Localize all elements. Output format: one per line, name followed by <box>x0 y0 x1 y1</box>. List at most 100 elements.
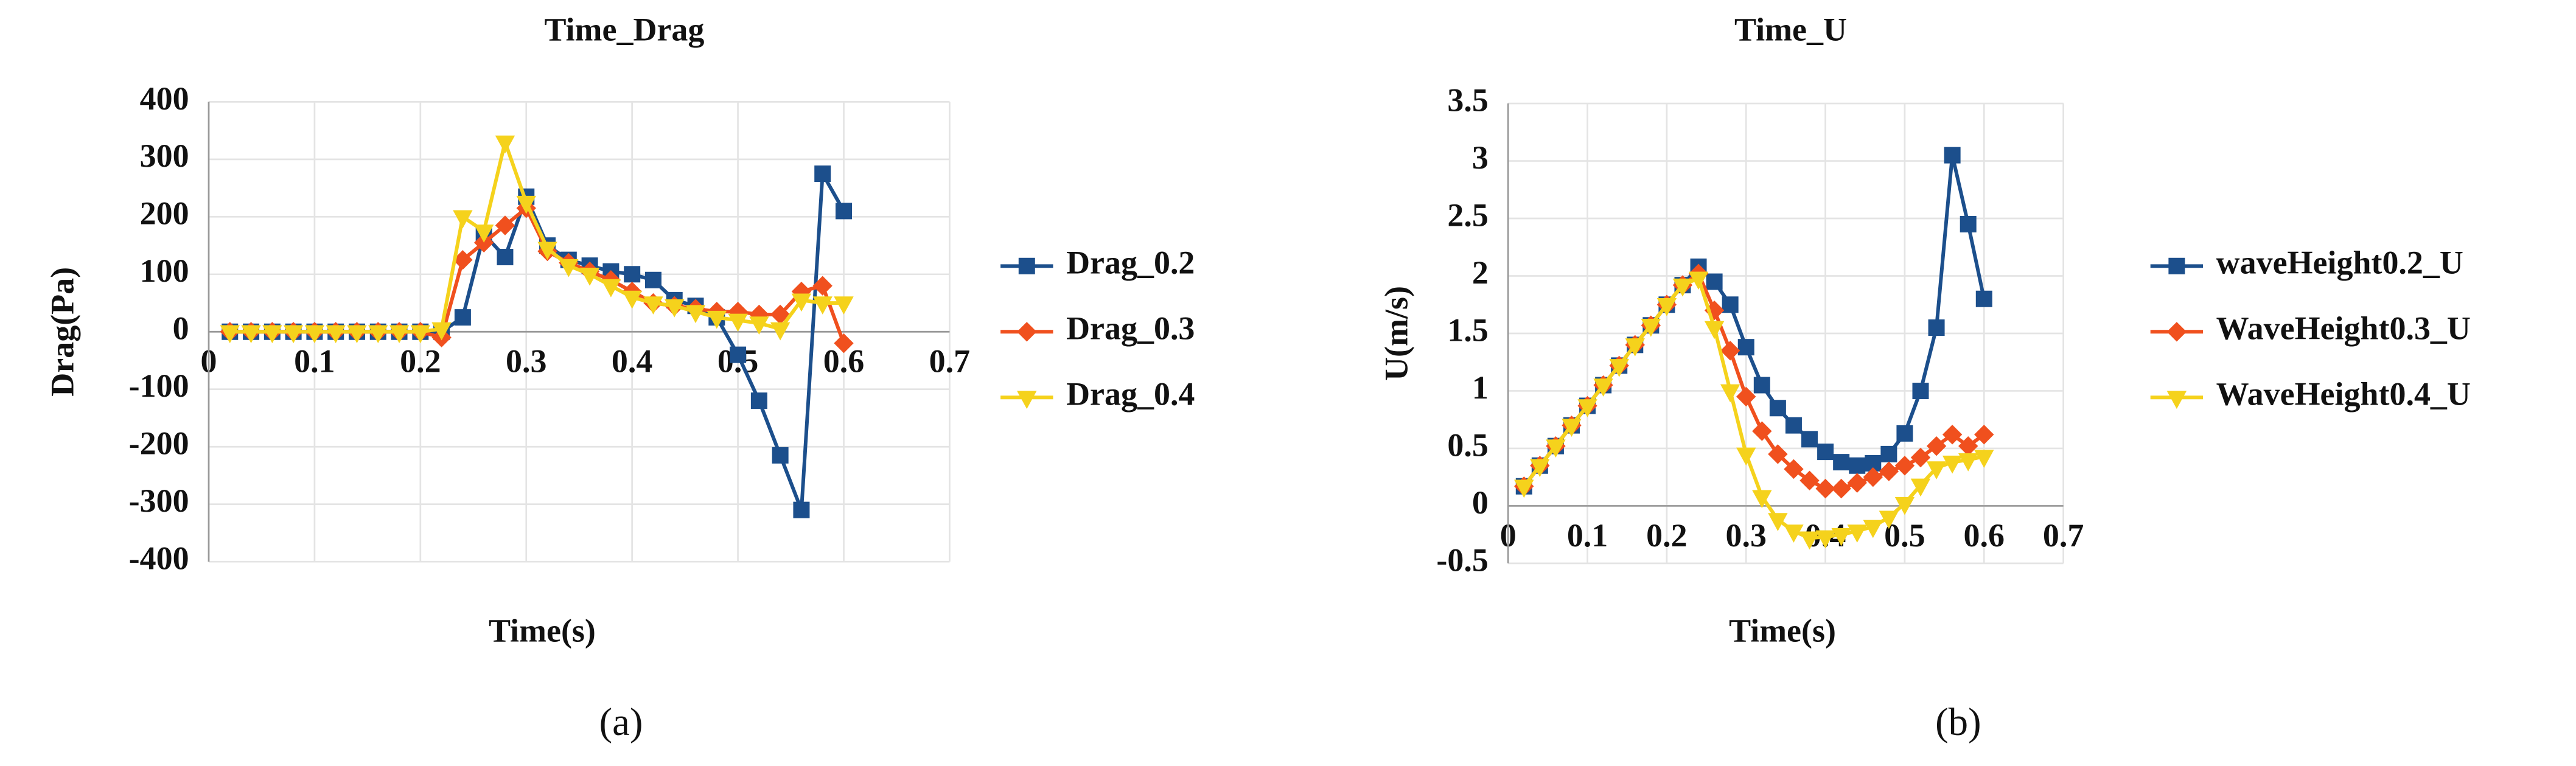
marker <box>1514 479 1534 498</box>
y-axis-title: Drag(Pa) <box>44 267 81 397</box>
marker <box>622 290 642 309</box>
y-tick-label: 1 <box>1472 369 1489 406</box>
marker <box>1720 384 1740 403</box>
marker <box>1720 341 1740 361</box>
marker <box>326 325 346 344</box>
legend-label: Drag_0.2 <box>1066 245 1195 281</box>
y-tick-label: 1.5 <box>1447 312 1488 348</box>
marker <box>624 266 641 283</box>
marker <box>814 165 831 182</box>
marker <box>1688 271 1709 290</box>
marker <box>283 325 304 344</box>
x-tick-label: 0.1 <box>294 343 335 380</box>
legend-label: WaveHeight0.3_U <box>2216 310 2471 347</box>
marker <box>559 259 579 277</box>
y-tick-label: 2.5 <box>1447 197 1488 233</box>
marker <box>495 135 515 154</box>
y-tick-label: -100 <box>129 367 189 404</box>
marker <box>1974 425 1994 445</box>
marker <box>1928 319 1945 336</box>
marker <box>1817 444 1834 461</box>
legend-marker <box>2168 257 2185 274</box>
marker <box>1879 510 1899 529</box>
marker <box>836 203 853 220</box>
marker <box>1974 450 1994 468</box>
marker <box>495 215 515 235</box>
x-tick-label: 0.7 <box>929 343 970 380</box>
x-tick-label: 0.3 <box>1726 517 1767 554</box>
x-tick-label: 0.3 <box>506 343 546 380</box>
y-tick-label: -300 <box>129 482 189 519</box>
x-tick-label: 0.4 <box>612 343 652 380</box>
legend-marker <box>2166 322 2187 342</box>
marker <box>1530 459 1550 478</box>
marker <box>1863 467 1883 487</box>
marker <box>1769 400 1786 417</box>
x-axis-title: Time(s) <box>489 612 596 649</box>
marker <box>1752 421 1772 441</box>
marker <box>1799 531 1820 550</box>
y-tick-label: 2 <box>1472 254 1489 291</box>
y-tick-label: 0 <box>173 310 189 347</box>
marker <box>793 501 810 518</box>
marker <box>834 296 854 315</box>
y-tick-label: 3.5 <box>1447 82 1488 118</box>
marker <box>453 210 473 229</box>
y-tick-label: 400 <box>140 80 189 117</box>
legend-label: Drag_0.3 <box>1066 310 1195 347</box>
marker <box>749 316 769 335</box>
marker <box>1942 425 1963 445</box>
marker <box>410 325 431 344</box>
marker <box>1847 473 1867 493</box>
marker <box>1958 436 1978 456</box>
marker <box>537 242 557 260</box>
marker <box>643 296 663 315</box>
y-tick-label: 100 <box>140 252 189 289</box>
marker <box>601 279 621 298</box>
marker <box>1960 215 1977 232</box>
marker <box>1833 454 1850 471</box>
legend-label: WaveHeight0.4_U <box>2216 376 2471 413</box>
marker <box>1784 459 1804 479</box>
marker <box>1641 318 1661 337</box>
marker <box>644 271 661 288</box>
marker <box>1562 419 1582 437</box>
marker <box>1753 377 1770 394</box>
marker <box>728 313 748 332</box>
marker <box>1625 338 1645 357</box>
x-axis-title: Time(s) <box>1729 612 1836 649</box>
y-tick-label: -200 <box>129 425 189 462</box>
marker <box>1880 445 1897 462</box>
marker <box>220 325 240 344</box>
marker <box>1672 278 1693 297</box>
y-tick-label: 0.5 <box>1447 427 1488 463</box>
marker <box>1958 453 1978 472</box>
marker <box>1896 425 1913 442</box>
marker <box>770 304 791 325</box>
y-tick-label: -0.5 <box>1436 541 1488 578</box>
marker <box>730 346 747 363</box>
marker <box>770 322 791 341</box>
marker <box>1768 444 1788 464</box>
marker <box>1736 447 1756 466</box>
marker <box>791 293 812 312</box>
marker <box>1815 478 1835 499</box>
legend-label: Drag_0.4 <box>1066 376 1195 413</box>
legend-label: waveHeight0.2_U <box>2216 245 2463 281</box>
marker <box>262 325 282 344</box>
marker <box>1801 431 1818 448</box>
marker <box>1831 527 1851 546</box>
marker <box>1609 359 1629 377</box>
marker <box>431 322 452 341</box>
marker <box>812 296 832 315</box>
marker <box>1912 382 1929 399</box>
y-tick-label: 0 <box>1472 484 1489 521</box>
marker <box>1894 496 1915 515</box>
x-tick-label: 0.2 <box>1646 517 1687 554</box>
marker <box>1847 524 1867 543</box>
y-axis-title: U(m/s) <box>1378 286 1414 381</box>
x-tick-label: 0.1 <box>1567 517 1608 554</box>
x-tick-label: 0.7 <box>2043 517 2084 554</box>
